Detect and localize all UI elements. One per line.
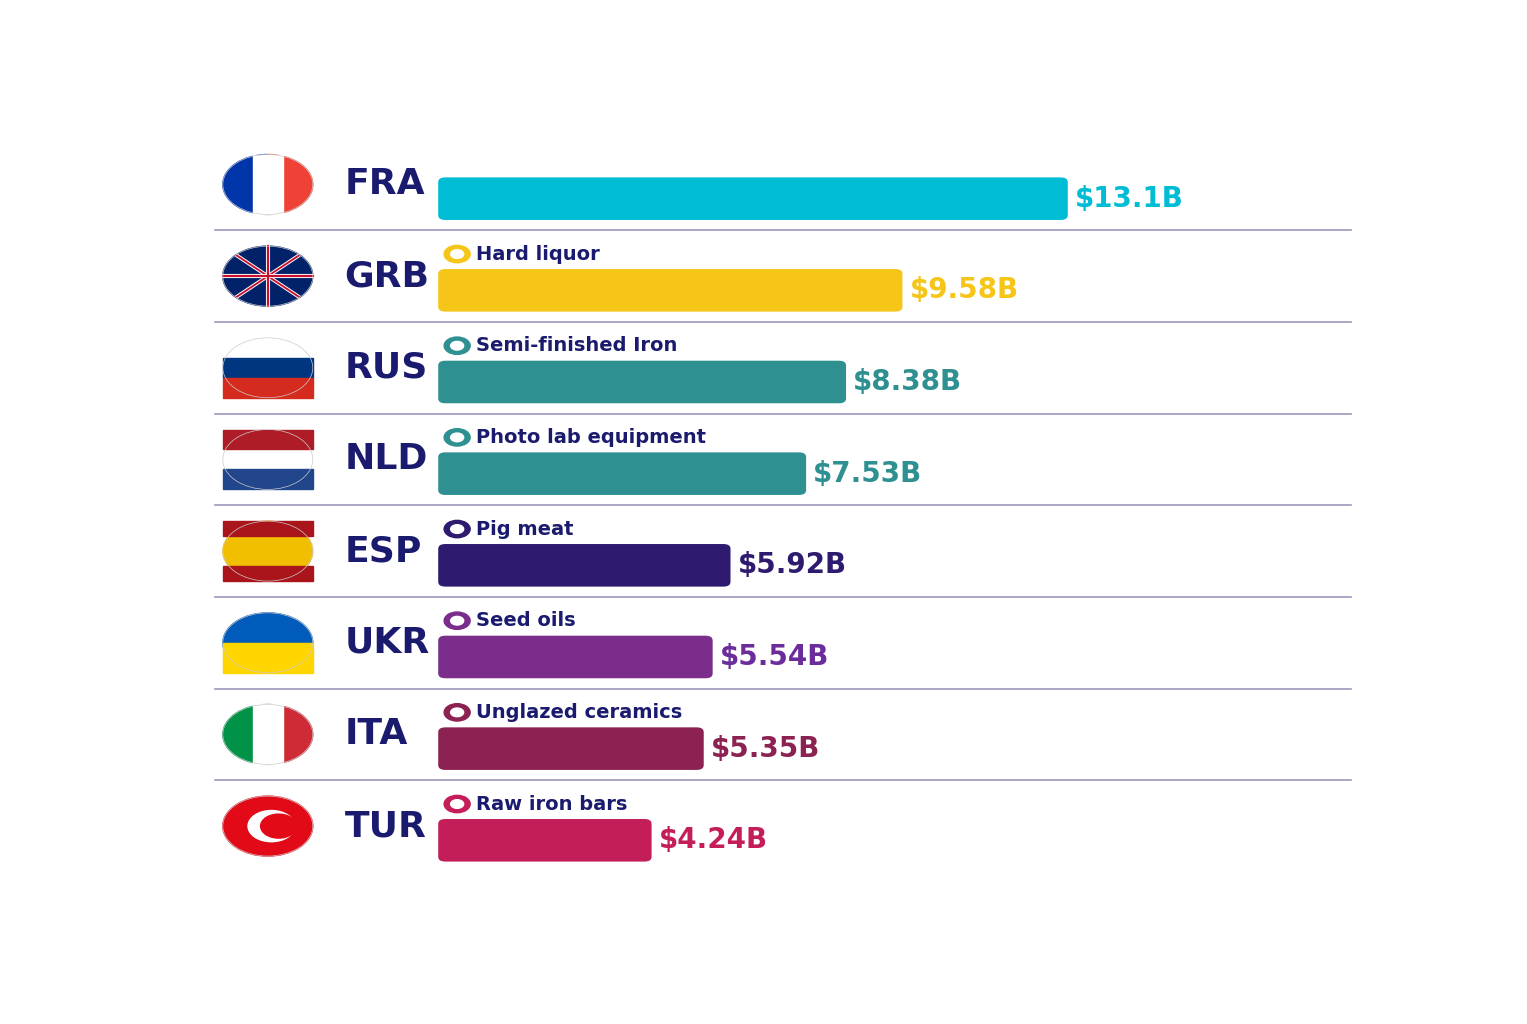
Text: $8.38B: $8.38B — [854, 368, 962, 396]
FancyBboxPatch shape — [438, 819, 652, 861]
FancyBboxPatch shape — [438, 360, 846, 403]
FancyBboxPatch shape — [253, 705, 282, 764]
Text: $5.54B: $5.54B — [719, 643, 829, 671]
FancyBboxPatch shape — [223, 643, 313, 673]
Circle shape — [444, 703, 470, 721]
Circle shape — [223, 612, 313, 673]
Text: $13.1B: $13.1B — [1075, 184, 1183, 213]
FancyBboxPatch shape — [438, 544, 730, 587]
Wedge shape — [267, 155, 313, 214]
Wedge shape — [267, 705, 313, 764]
Circle shape — [223, 429, 313, 489]
Text: ESP: ESP — [345, 535, 421, 568]
Text: $4.24B: $4.24B — [658, 826, 768, 854]
Circle shape — [450, 341, 464, 350]
Circle shape — [450, 433, 464, 441]
Text: Raw iron bars: Raw iron bars — [476, 795, 628, 813]
FancyBboxPatch shape — [438, 453, 806, 495]
Circle shape — [223, 155, 313, 214]
Text: Seed oils: Seed oils — [476, 611, 576, 630]
FancyBboxPatch shape — [438, 636, 713, 678]
Circle shape — [223, 796, 313, 856]
Text: $5.92B: $5.92B — [738, 551, 847, 580]
Text: RUS: RUS — [345, 351, 428, 385]
Circle shape — [223, 705, 313, 764]
Text: Unglazed ceramics: Unglazed ceramics — [476, 702, 683, 722]
FancyBboxPatch shape — [223, 521, 313, 537]
Text: $7.53B: $7.53B — [814, 460, 922, 487]
Circle shape — [450, 800, 464, 808]
Wedge shape — [223, 705, 267, 764]
Text: GRB: GRB — [345, 259, 429, 293]
Circle shape — [261, 814, 296, 838]
Text: NLD: NLD — [345, 442, 428, 476]
Text: Pig meat: Pig meat — [476, 519, 574, 539]
FancyBboxPatch shape — [223, 469, 313, 489]
FancyBboxPatch shape — [253, 155, 282, 214]
Wedge shape — [223, 155, 267, 214]
FancyBboxPatch shape — [438, 177, 1067, 220]
FancyBboxPatch shape — [438, 727, 704, 770]
Circle shape — [444, 520, 470, 538]
Circle shape — [450, 524, 464, 534]
Text: Hard liquor: Hard liquor — [476, 245, 600, 263]
Circle shape — [444, 246, 470, 263]
Circle shape — [450, 616, 464, 625]
Text: FRA: FRA — [345, 168, 426, 202]
Circle shape — [444, 796, 470, 813]
Circle shape — [444, 612, 470, 630]
FancyBboxPatch shape — [223, 357, 313, 378]
Circle shape — [450, 708, 464, 717]
Text: $9.58B: $9.58B — [910, 276, 1019, 304]
Circle shape — [223, 521, 313, 581]
FancyBboxPatch shape — [223, 566, 313, 581]
Circle shape — [223, 246, 313, 306]
Text: Semi-finished Iron: Semi-finished Iron — [476, 336, 678, 355]
Text: TUR: TUR — [345, 809, 426, 843]
Circle shape — [223, 338, 313, 397]
Text: Photo lab equipment: Photo lab equipment — [476, 428, 705, 446]
FancyBboxPatch shape — [223, 378, 313, 397]
FancyBboxPatch shape — [223, 429, 313, 450]
Circle shape — [450, 250, 464, 258]
Text: $5.35B: $5.35B — [712, 734, 820, 763]
FancyBboxPatch shape — [438, 269, 902, 311]
Text: ITA: ITA — [345, 718, 408, 752]
Text: UKR: UKR — [345, 626, 431, 659]
Circle shape — [444, 429, 470, 446]
Circle shape — [247, 811, 295, 842]
Circle shape — [444, 337, 470, 354]
